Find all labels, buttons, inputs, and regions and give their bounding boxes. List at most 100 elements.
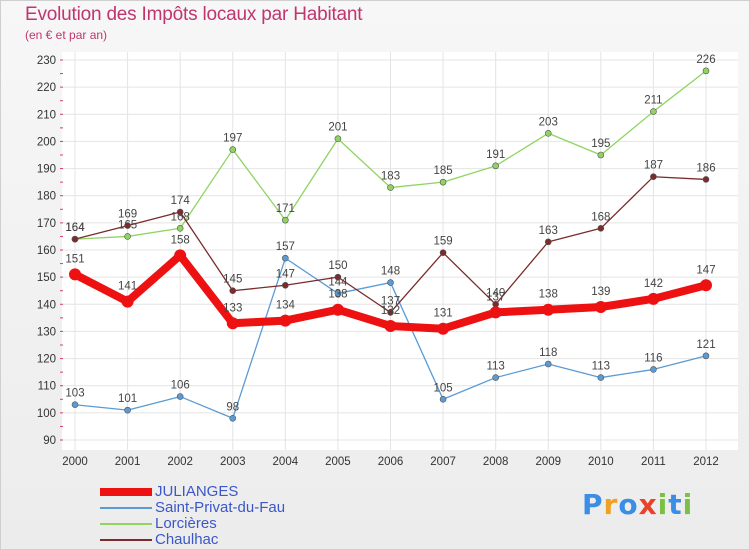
data-point xyxy=(174,249,187,262)
data-label: 113 xyxy=(486,361,504,373)
y-tick-label: 120 xyxy=(37,354,56,366)
data-point xyxy=(594,301,607,313)
logo-letter: x xyxy=(638,488,658,521)
data-point xyxy=(124,233,131,240)
legend-swatch xyxy=(100,539,152,541)
x-tick-label: 2007 xyxy=(430,456,456,468)
data-label: 116 xyxy=(644,352,662,364)
legend-swatch xyxy=(100,523,152,525)
data-point xyxy=(334,135,342,143)
y-tick-label: 180 xyxy=(37,191,56,203)
x-tick-label: 2008 xyxy=(483,456,509,468)
data-label: 197 xyxy=(223,133,242,145)
data-point xyxy=(334,273,342,281)
data-label: 133 xyxy=(223,302,242,314)
y-tick-label: 110 xyxy=(38,381,56,393)
data-point xyxy=(439,395,447,403)
y-tick-label: 170 xyxy=(37,218,56,230)
data-point xyxy=(229,287,237,295)
data-point xyxy=(226,317,239,330)
data-point xyxy=(492,374,499,381)
data-label: 187 xyxy=(644,160,663,172)
chart-title: Evolution des Impôts locaux par Habitant xyxy=(25,4,363,25)
data-point xyxy=(439,178,447,186)
data-point xyxy=(700,279,712,292)
logo-letter: i xyxy=(657,488,669,521)
data-point xyxy=(176,208,184,216)
y-tick-label: 100 xyxy=(37,408,56,420)
data-point xyxy=(492,162,499,170)
data-point xyxy=(334,290,342,297)
data-point xyxy=(544,238,552,246)
logo-letter: i xyxy=(682,488,694,521)
x-tick-label: 2000 xyxy=(62,456,88,468)
data-label: 141 xyxy=(118,281,137,293)
x-tick-label: 2006 xyxy=(378,456,404,468)
data-label: 142 xyxy=(644,278,663,290)
y-tick-label: 220 xyxy=(37,82,56,94)
data-point xyxy=(387,184,394,191)
x-tick-label: 2009 xyxy=(535,456,561,468)
logo-letter: t xyxy=(668,488,683,521)
plot-area xyxy=(62,52,738,450)
data-point xyxy=(71,401,79,409)
x-tick-label: 2002 xyxy=(167,456,193,468)
logo-letter: P xyxy=(582,488,604,521)
legend-label: JULIANGES xyxy=(155,483,239,500)
data-point xyxy=(384,320,397,332)
y-tick-label: 130 xyxy=(37,326,56,338)
legend-swatch xyxy=(100,507,152,509)
x-tick-label: 2012 xyxy=(693,456,719,468)
data-label: 145 xyxy=(223,274,242,286)
data-label: 132 xyxy=(381,305,400,317)
data-label: 174 xyxy=(171,195,191,207)
data-label: 163 xyxy=(539,225,558,237)
data-label: 121 xyxy=(696,339,715,351)
data-point xyxy=(437,322,450,335)
data-point xyxy=(544,129,552,137)
legend-label: Chaulhac xyxy=(155,531,219,548)
data-label: 226 xyxy=(696,54,715,66)
data-label: 147 xyxy=(276,268,295,280)
y-tick-label: 150 xyxy=(37,272,56,284)
proxiti-logo: Proxiti xyxy=(582,488,693,521)
data-label: 140 xyxy=(486,287,505,299)
data-label: 203 xyxy=(539,116,558,128)
data-label: 105 xyxy=(433,382,452,394)
x-tick-label: 2004 xyxy=(273,456,299,468)
chart-subtitle: (en € et par an) xyxy=(25,28,108,42)
data-label: 186 xyxy=(696,162,715,174)
data-point xyxy=(124,222,131,229)
legend-label: Saint-Privat-du-Fau xyxy=(155,499,286,516)
data-point xyxy=(229,146,237,153)
data-label: 211 xyxy=(644,95,662,107)
y-tick-label: 200 xyxy=(37,136,56,148)
data-point xyxy=(647,292,660,305)
y-tick-label: 160 xyxy=(37,245,56,257)
data-point xyxy=(702,352,710,360)
data-point xyxy=(439,249,447,257)
data-point xyxy=(597,224,605,232)
x-tick-label: 2001 xyxy=(115,456,141,468)
data-point xyxy=(282,216,289,224)
data-label: 103 xyxy=(65,388,84,400)
data-label: 191 xyxy=(486,149,505,161)
data-label: 147 xyxy=(696,264,715,276)
data-label: 118 xyxy=(539,347,557,359)
data-label: 106 xyxy=(171,380,190,392)
data-label: 185 xyxy=(433,165,452,177)
data-label: 137 xyxy=(486,291,505,303)
x-tick-label: 2005 xyxy=(325,456,351,468)
data-point xyxy=(387,279,394,286)
logo-letter: r xyxy=(603,488,619,521)
data-point xyxy=(279,314,292,327)
data-point xyxy=(331,303,344,316)
data-label: 171 xyxy=(276,203,295,215)
data-label: 131 xyxy=(433,308,452,320)
data-label: 101 xyxy=(118,393,137,405)
data-point xyxy=(650,173,657,181)
y-tick-label: 210 xyxy=(37,109,56,121)
data-label: 159 xyxy=(433,236,452,248)
data-label: 138 xyxy=(328,289,347,301)
